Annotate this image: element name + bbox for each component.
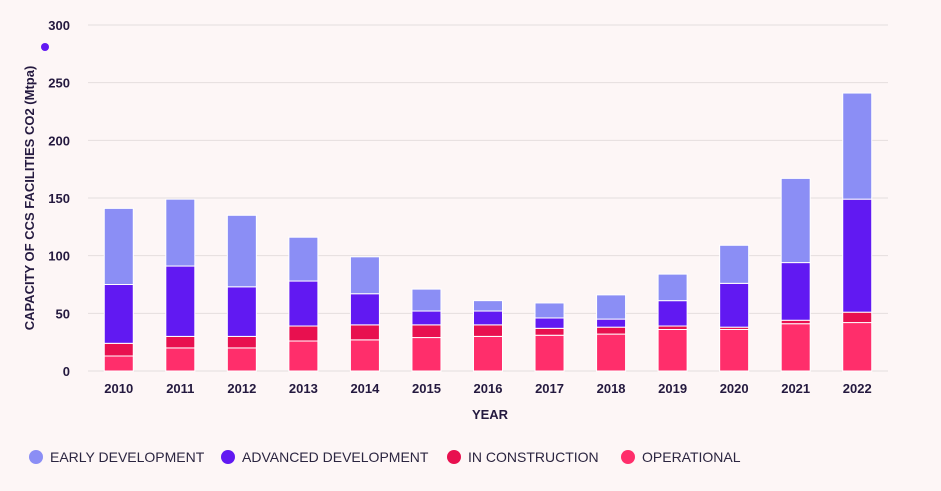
bar-segment-operational xyxy=(349,339,380,372)
bar-segment-early-development xyxy=(719,244,750,284)
bar-segment-early-development xyxy=(534,302,565,319)
bar-segment-early-development xyxy=(226,214,257,288)
bar-segment-operational xyxy=(534,334,565,372)
x-axis-title: YEAR xyxy=(472,407,509,422)
bar-segment-in-construction xyxy=(165,335,196,349)
x-tick-label: 2022 xyxy=(843,381,872,396)
bar-segment-advanced-development xyxy=(719,282,750,328)
bar-segment-advanced-development xyxy=(103,284,134,344)
x-tick-label: 2019 xyxy=(658,381,687,396)
legend: EARLY DEVELOPMENT ADVANCED DEVELOPMENT IN … xyxy=(29,449,741,465)
legend-swatch xyxy=(29,450,43,464)
x-tick-label: 2014 xyxy=(350,381,380,396)
y-tick-label: 300 xyxy=(48,18,70,33)
bar-segment-operational xyxy=(719,328,750,372)
x-tick-label: 2017 xyxy=(535,381,564,396)
y-axis-ticks: 0 50 100 150 200 250 300 xyxy=(48,18,70,379)
y-tick-label: 0 xyxy=(63,364,70,379)
bar-segment-operational xyxy=(780,323,811,372)
bar-segment-in-construction xyxy=(596,326,627,335)
bar-segment-in-construction xyxy=(226,335,257,349)
bar-segment-advanced-development xyxy=(288,280,319,327)
bar-segment-early-development xyxy=(473,300,503,312)
bar-segment-in-construction xyxy=(842,311,873,324)
y-tick-label: 150 xyxy=(48,191,70,206)
bar-segment-early-development xyxy=(596,294,627,320)
bar-segment-early-development xyxy=(349,256,380,295)
bar-segment-early-development xyxy=(842,92,873,200)
x-tick-label: 2011 xyxy=(166,381,194,396)
y-tick-label: 200 xyxy=(48,133,70,148)
bar-segment-advanced-development xyxy=(165,265,196,337)
bar-segment-advanced-development xyxy=(411,310,442,326)
legend-label: EARLY DEVELOPMENT xyxy=(50,449,205,465)
bar-segment-operational xyxy=(473,335,503,372)
bar-segment-early-development xyxy=(780,177,811,264)
legend-label: IN CONSTRUCTION xyxy=(468,449,599,465)
bar-segment-in-construction xyxy=(780,319,811,325)
bar-segment-advanced-development xyxy=(780,262,811,321)
bar-segment-advanced-development xyxy=(657,300,688,327)
legend-swatch xyxy=(447,450,461,464)
bar-segment-in-construction xyxy=(534,327,565,336)
bar-segment-in-construction xyxy=(103,342,134,357)
y-tick-label: 50 xyxy=(56,306,70,321)
bar-segment-operational xyxy=(596,333,627,372)
bars xyxy=(103,92,873,372)
y-axis-title: CAPACITY OF CCS FACILITIES CO2 (Mtpa) xyxy=(22,66,37,331)
x-tick-label: 2020 xyxy=(720,381,749,396)
bar-segment-operational xyxy=(165,347,196,372)
x-tick-label: 2010 xyxy=(104,381,133,396)
bar-segment-advanced-development xyxy=(596,318,627,328)
x-tick-label: 2021 xyxy=(781,381,810,396)
bar-segment-advanced-development xyxy=(226,286,257,337)
y-tick-label: 250 xyxy=(48,76,70,91)
bar-segment-early-development xyxy=(411,288,442,312)
bar-segment-operational xyxy=(226,347,257,372)
x-tick-label: 2013 xyxy=(289,381,318,396)
bar-segment-advanced-development xyxy=(473,310,503,326)
x-tick-label: 2016 xyxy=(474,381,503,396)
legend-swatch xyxy=(221,450,235,464)
bar-segment-operational xyxy=(411,337,442,372)
bar-segment-in-construction xyxy=(349,324,380,341)
bar-segment-advanced-development xyxy=(842,198,873,313)
bar-segment-in-construction xyxy=(473,324,503,337)
legend-label: OPERATIONAL xyxy=(642,449,741,465)
bar-segment-operational xyxy=(842,322,873,372)
bar-segment-operational xyxy=(657,328,688,372)
x-tick-label: 2012 xyxy=(227,381,256,396)
bar-segment-in-construction xyxy=(411,324,442,339)
x-tick-label: 2018 xyxy=(597,381,626,396)
x-tick-label: 2015 xyxy=(412,381,441,396)
bar-segment-early-development xyxy=(288,236,319,282)
y-tick-label: 100 xyxy=(48,249,70,264)
gridlines xyxy=(88,24,888,372)
bar-segment-early-development xyxy=(657,273,688,302)
bar-segment-in-construction xyxy=(288,325,319,342)
legend-swatch xyxy=(621,450,635,464)
x-axis-ticks: 2010 2011 2012 2013 2014 2015 2016 2017 2018 2019… xyxy=(104,381,871,396)
bar-segment-operational xyxy=(103,355,134,372)
legend-marker-dot xyxy=(41,43,49,51)
bar-segment-early-development xyxy=(103,207,134,286)
bar-segment-advanced-development xyxy=(349,293,380,326)
bar-segment-operational xyxy=(288,340,319,372)
bar-segment-in-construction xyxy=(657,325,688,330)
bar-segment-advanced-development xyxy=(534,317,565,329)
legend-label: ADVANCED DEVELOPMENT xyxy=(242,449,429,465)
bar-segment-early-development xyxy=(165,198,196,267)
